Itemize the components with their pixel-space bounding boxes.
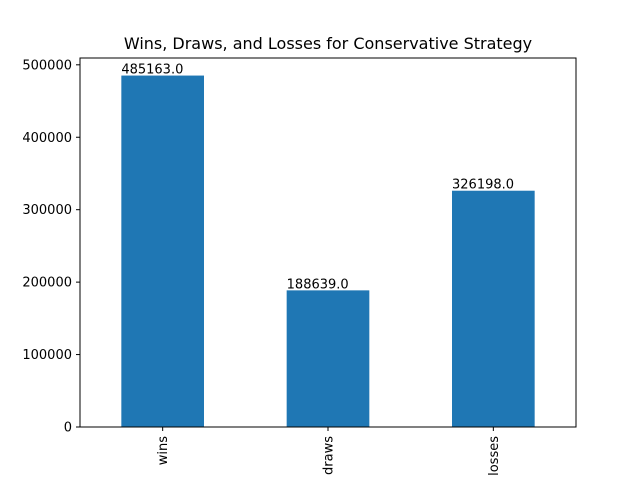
bar-wins	[121, 75, 204, 427]
y-tick-label: 0	[64, 421, 72, 436]
plot-frame	[79, 57, 577, 428]
y-tick-label: 300000	[22, 203, 72, 218]
bar-draws	[286, 290, 370, 427]
y-tick-label: 500000	[22, 58, 72, 73]
bars-layer	[121, 75, 535, 427]
x-tick-label-draws: draws	[322, 436, 337, 475]
y-tick-label: 400000	[22, 131, 72, 146]
data-label-draws: 188639.0	[287, 277, 349, 292]
y-tick-label: 200000	[22, 276, 72, 291]
x-tick-label-wins: wins	[156, 436, 171, 465]
chart-title: Wins, Draws, and Losses for Conservative…	[124, 34, 532, 53]
y-tick-label: 100000	[22, 348, 72, 363]
data-label-wins: 485163.0	[121, 63, 183, 78]
data-labels-layer: 485163.0 188639.0 326198.0	[121, 63, 514, 293]
y-axis: 0 100000 200000 300000 400000 500000	[22, 58, 80, 436]
bar-losses	[452, 190, 535, 427]
data-label-losses: 326198.0	[452, 178, 514, 193]
x-tick-label-losses: losses	[487, 436, 502, 476]
x-axis: wins draws losses	[156, 427, 502, 476]
